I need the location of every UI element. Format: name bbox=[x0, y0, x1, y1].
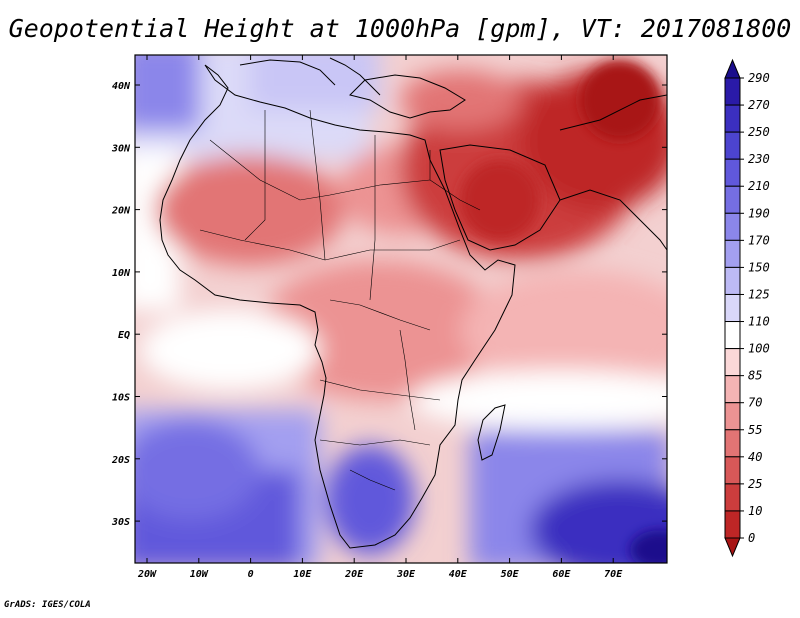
colorbar-label: 70 bbox=[748, 396, 762, 410]
lat-tick-label: EQ bbox=[118, 330, 130, 341]
colorbar-label: 210 bbox=[748, 179, 770, 193]
colorbar-label: 190 bbox=[748, 206, 770, 220]
colorbar-band bbox=[724, 402, 741, 431]
colorbar-band bbox=[724, 104, 741, 133]
colorbar-band bbox=[724, 429, 741, 458]
colorbar-band bbox=[724, 348, 741, 377]
latitude-axis: 40N 30N 20N 10N EQ 10S 20S 30S bbox=[111, 81, 667, 528]
colorbar-label: 250 bbox=[748, 125, 770, 139]
colorbar-band bbox=[724, 212, 741, 241]
lat-tick-label: 30S bbox=[111, 517, 130, 528]
height-field bbox=[135, 55, 667, 563]
borders bbox=[199, 109, 481, 491]
coastlines bbox=[159, 57, 667, 549]
colorbar-band bbox=[724, 158, 741, 187]
colorbar-band bbox=[724, 483, 741, 512]
lat-tick-label: 10S bbox=[112, 393, 130, 404]
lon-tick-label: 10W bbox=[190, 569, 209, 580]
lon-tick-label: 0 bbox=[248, 569, 254, 580]
colorbar-band bbox=[724, 293, 741, 323]
lon-tick-label: 30E bbox=[396, 569, 416, 580]
lon-tick-label: 40E bbox=[449, 569, 468, 580]
colorbar-label: 230 bbox=[748, 152, 770, 166]
colorbar-top-arrow bbox=[724, 58, 741, 79]
colorbar-label: 150 bbox=[748, 260, 770, 274]
colorbar-label: 10 bbox=[748, 504, 762, 518]
chart-title: Geopotential Height at 1000hPa [gpm], VT… bbox=[8, 14, 792, 43]
colorbar-label: 170 bbox=[748, 233, 770, 247]
lon-tick-label: 20E bbox=[344, 569, 364, 580]
colorbar-label: 85 bbox=[748, 369, 762, 383]
colorbar-label: 290 bbox=[748, 71, 770, 85]
colorbar-label: 55 bbox=[748, 423, 762, 437]
colorbar-label: 100 bbox=[748, 342, 770, 356]
lon-tick-label: 70E bbox=[604, 569, 623, 580]
lon-tick-label: 60E bbox=[552, 569, 571, 580]
lon-tick-label: 10E bbox=[293, 569, 312, 580]
colorbar-band bbox=[724, 131, 741, 160]
colorbar-band bbox=[724, 266, 741, 295]
colorbar-label: 110 bbox=[748, 315, 770, 329]
colorbar-label: 125 bbox=[748, 287, 770, 301]
colorbar-band bbox=[724, 239, 741, 268]
lat-tick-label: 30N bbox=[111, 143, 131, 154]
grads-credit: GrADS: IGES/COLA bbox=[4, 600, 91, 610]
colorbar-band bbox=[724, 77, 741, 106]
lon-tick-label: 20W bbox=[137, 569, 157, 580]
colorbar-band bbox=[724, 456, 741, 485]
colorbar-band bbox=[724, 510, 741, 539]
colorbar-band bbox=[724, 321, 741, 350]
colorbar-band bbox=[724, 375, 741, 404]
longitude-axis: 20W 10W 0 10E 20E 30E 40E 50E 60E 70E bbox=[137, 55, 623, 580]
colorbar-label: 25 bbox=[748, 477, 762, 491]
colorbar-band bbox=[724, 185, 741, 214]
lat-tick-label: 20N bbox=[111, 206, 131, 217]
map-frame bbox=[134, 54, 668, 564]
lat-tick-label: 20S bbox=[111, 455, 130, 466]
colorbar-label: 270 bbox=[748, 98, 770, 112]
colorbar: 2902702502302101901701501251101008570554… bbox=[724, 58, 770, 558]
lat-tick-label: 10N bbox=[112, 268, 131, 279]
colorbar-label: 40 bbox=[748, 450, 762, 464]
lat-tick-label: 40N bbox=[112, 81, 131, 92]
lon-tick-label: 50E bbox=[501, 569, 520, 580]
colorbar-bottom-arrow bbox=[724, 537, 741, 558]
colorbar-label: 0 bbox=[748, 531, 755, 545]
